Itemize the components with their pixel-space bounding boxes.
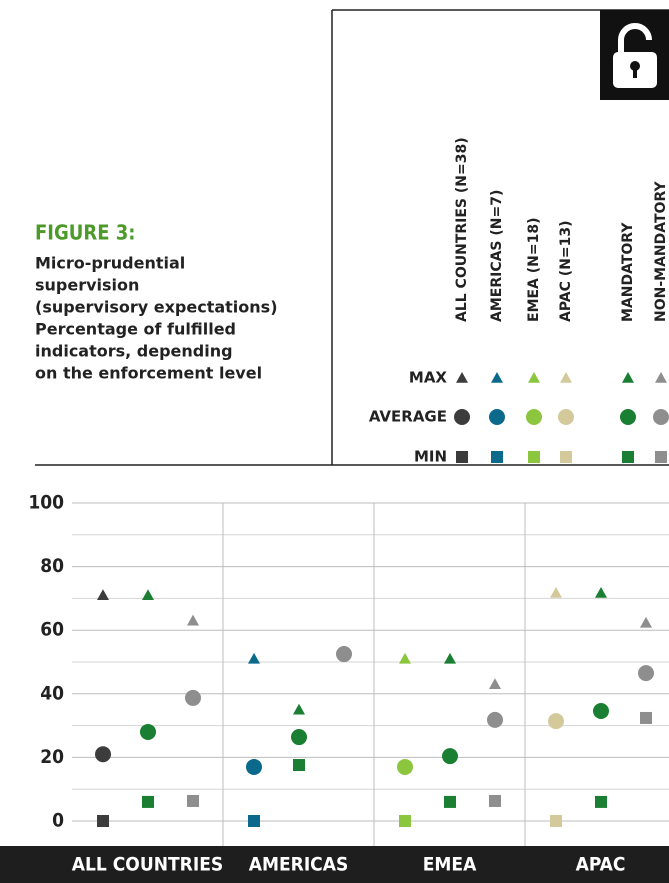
legend-marker [491,451,503,463]
legend-marker [560,451,572,463]
x-tick-label: APAC [576,854,626,876]
data-point [97,589,109,601]
data-point [187,614,199,626]
data-point [548,713,564,730]
figure-title: FIGURE 3: [35,221,136,245]
legend-marker [622,372,634,383]
data-point [293,703,305,715]
data-point [95,746,111,763]
data-point [550,815,562,827]
data-point [187,794,199,807]
data-point [487,711,503,728]
y-tick-label: 60 [40,619,64,641]
legend-marker [491,372,503,383]
subtitle-line: Percentage of fulfilled [35,320,236,339]
data-point [595,586,607,598]
lock-icon [600,10,669,100]
data-point [489,678,501,690]
data-point [142,589,154,601]
data-point [248,652,260,664]
data-point [444,795,456,808]
legend-marker [558,409,574,425]
legend-column-label: AMERICAS (N=7) [489,190,505,322]
subtitle-line: supervision [35,276,139,295]
legend-marker [456,372,468,383]
data-point [640,616,652,628]
legend-column-label: ALL COUNTRIES (N=38) [454,137,470,322]
data-point [185,689,201,706]
legend-marker [528,372,540,383]
y-tick-label: 40 [40,682,64,704]
legend-column-label: MANDATORY [620,222,636,322]
category-bar [0,846,669,883]
data-point [336,646,352,663]
legend-marker [489,409,505,425]
x-tick-label: ALL COUNTRIES [72,854,223,876]
legend-marker [456,451,468,463]
data-point [593,702,609,719]
legend-marker [622,451,634,463]
subtitle-line: indicators, depending [35,342,233,361]
data-point [640,711,652,724]
legend-marker [528,451,540,463]
legend-row-label: MIN [414,448,447,466]
data-point [293,759,305,772]
data-point [248,815,260,827]
subtitle-line: (supervisory expectations) [35,298,278,317]
legend-marker [655,372,667,383]
data-point [291,729,307,746]
y-tick-label: 100 [28,492,64,514]
data-point [550,586,562,598]
subtitle-line: Micro-prudential [35,254,185,273]
legend-row-label: AVERAGE [369,408,447,426]
legend-marker [655,451,667,463]
legend-marker [620,409,636,425]
legend-column-label: APAC (N=13) [558,220,574,322]
x-tick-label: EMEA [423,854,477,876]
subtitle-line: on the enforcement level [35,364,262,383]
legend-marker [526,409,542,425]
y-tick-label: 80 [40,555,64,577]
legend-row-label: MAX [409,369,448,387]
legend-marker [560,372,572,383]
data-point [489,794,501,807]
data-point [140,723,156,740]
data-point [397,758,413,775]
data-point [442,748,458,765]
legend-marker [454,409,470,425]
data-point [97,815,109,827]
y-tick-label: 20 [40,746,64,768]
data-point [142,795,154,808]
data-point [638,665,654,682]
x-tick-label: AMERICAS [249,854,349,876]
legend-column-label: EMEA (N=18) [526,218,542,323]
data-point [595,795,607,808]
legend-column-label: NON-MANDATORY [653,181,669,322]
data-point [444,652,456,664]
data-point [246,758,262,775]
data-point [399,815,411,827]
data-point [399,652,411,664]
y-tick-label: 0 [52,810,64,832]
legend-marker [653,409,669,425]
